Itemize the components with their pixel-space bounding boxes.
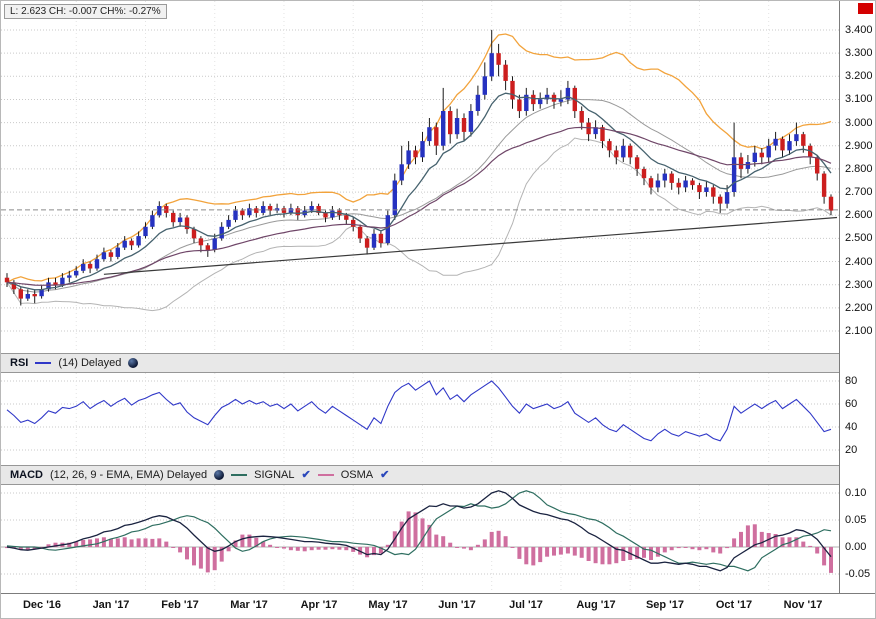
- macd-title: MACD: [10, 469, 43, 481]
- y-tick-label: 2.400: [845, 255, 873, 268]
- rsi-plot[interactable]: [1, 373, 839, 465]
- ema-fast-line: [6, 92, 832, 291]
- y-tick-label: 2.200: [845, 301, 873, 314]
- y-tick-label: 40: [845, 421, 858, 433]
- y-tick-label: 2.500: [845, 232, 873, 245]
- y-tick-label: -0.05: [845, 568, 871, 580]
- signal-line: [6, 490, 832, 572]
- bollinger-mid-line: [6, 98, 832, 293]
- x-axis-month-label: Jun '17: [438, 599, 476, 611]
- x-axis-month-label: Dec '16: [22, 599, 62, 611]
- delayed-globe-icon: [214, 470, 225, 480]
- x-axis-month-label: Jul '17: [509, 599, 543, 611]
- rsi-params: (14) Delayed: [58, 357, 122, 369]
- signal-legend-label: SIGNAL: [254, 469, 295, 481]
- trendline: [103, 216, 838, 275]
- y-tick-label: 20: [845, 444, 858, 456]
- y-tick-label: 2.800: [845, 162, 873, 175]
- corner-red-marker: [858, 3, 873, 14]
- signal-visibility-checkbox[interactable]: ✔: [301, 468, 311, 481]
- y-tick-label: 2.700: [845, 186, 873, 199]
- y-tick-label: 3.100: [845, 93, 873, 106]
- macd-header: MACD (12, 26, 9 - EMA, EMA) Delayed SIGN…: [1, 465, 839, 485]
- y-tick-label: 2.300: [845, 278, 873, 291]
- delayed-globe-icon: [128, 358, 139, 368]
- x-axis-month-label: Apr '17: [300, 599, 338, 611]
- x-axis: Dec '16 Jan '17 Feb '17 Mar '17 Apr '17 May '…: [1, 593, 875, 618]
- y-tick-label: 60: [845, 398, 858, 410]
- y-tick-label: 3.200: [845, 70, 873, 83]
- rsi-header: RSI (14) Delayed: [1, 353, 839, 373]
- ema-slow-line: [6, 126, 832, 286]
- macd-signal-swatch: [231, 474, 248, 476]
- x-axis-month-label: Oct '17: [715, 599, 753, 611]
- osma-histogram: [5, 511, 833, 573]
- osma-legend-label: OSMA: [340, 469, 374, 481]
- y-tick-label: 0.05: [845, 514, 867, 526]
- bollinger-lower-line: [6, 137, 832, 312]
- x-axis-month-label: May '17: [368, 599, 408, 611]
- x-axis-month-label: Nov '17: [783, 599, 823, 611]
- x-axis-month-label: Sep '17: [645, 599, 685, 611]
- y-tick-label: 3.300: [845, 47, 873, 60]
- osma-visibility-checkbox[interactable]: ✔: [380, 468, 390, 481]
- y-tick-label: 2.100: [845, 325, 873, 337]
- price-axis-column: 3.400 3.300 3.200 3.100 3.000 2.900 2.800 2.700…: [839, 1, 875, 593]
- osma-swatch: [317, 474, 334, 476]
- rsi-title: RSI: [10, 357, 29, 369]
- rsi-line-swatch: [35, 362, 52, 364]
- y-tick-label: 0.10: [845, 487, 867, 499]
- macd-params: (12, 26, 9 - EMA, EMA) Delayed: [50, 469, 208, 481]
- x-axis-month-label: Aug '17: [576, 599, 616, 611]
- macd-plot[interactable]: [1, 485, 839, 593]
- x-axis-month-label: Feb '17: [161, 599, 199, 611]
- y-tick-label: 80: [845, 375, 858, 387]
- y-tick-label: 3.000: [845, 116, 873, 129]
- macd-line: [6, 490, 832, 572]
- price-plot[interactable]: [1, 1, 839, 353]
- y-tick-label: 2.900: [845, 139, 873, 152]
- x-axis-month-label: Jan '17: [92, 599, 130, 611]
- y-tick-label: 0.00: [845, 541, 867, 553]
- x-axis-month-label: Mar '17: [230, 599, 268, 611]
- rsi-line: [6, 380, 832, 442]
- y-tick-label: 3.400: [845, 24, 873, 36]
- y-tick-label: 2.600: [845, 209, 873, 222]
- quote-summary: L: 2.623 CH: -0.007 CH%: -0.27%: [4, 4, 167, 19]
